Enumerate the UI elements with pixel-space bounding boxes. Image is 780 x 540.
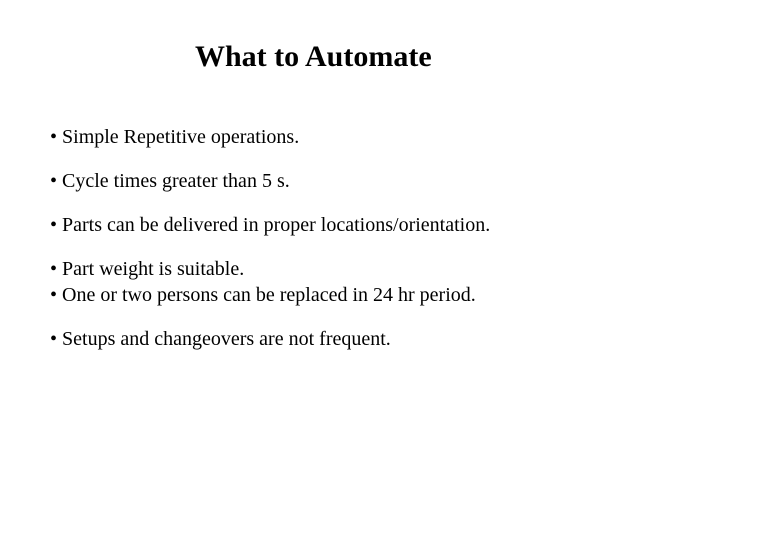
bullet-item: • One or two persons can be replaced in … xyxy=(50,282,730,308)
bullet-text: One or two persons can be replaced in 24… xyxy=(62,284,476,306)
bullet-text: Cycle times greater than 5 s. xyxy=(62,170,290,192)
bullet-text: Part weight is suitable. xyxy=(62,258,244,280)
bullet-text: Setups and changeovers are not frequent. xyxy=(62,328,391,350)
bullet-item: • Simple Repetitive operations. xyxy=(50,124,730,150)
bullet-item: • Part weight is suitable. xyxy=(50,256,730,282)
bullet-item: • Setups and changeovers are not frequen… xyxy=(50,326,730,352)
bullet-list: • Simple Repetitive operations. • Cycle … xyxy=(50,124,730,352)
bullet-item: • Cycle times greater than 5 s. xyxy=(50,168,730,194)
bullet-text: Simple Repetitive operations. xyxy=(62,126,299,148)
bullet-text: Parts can be delivered in proper locatio… xyxy=(62,214,490,236)
slide-title: What to Automate xyxy=(195,40,730,74)
bullet-item: • Parts can be delivered in proper locat… xyxy=(50,212,730,238)
